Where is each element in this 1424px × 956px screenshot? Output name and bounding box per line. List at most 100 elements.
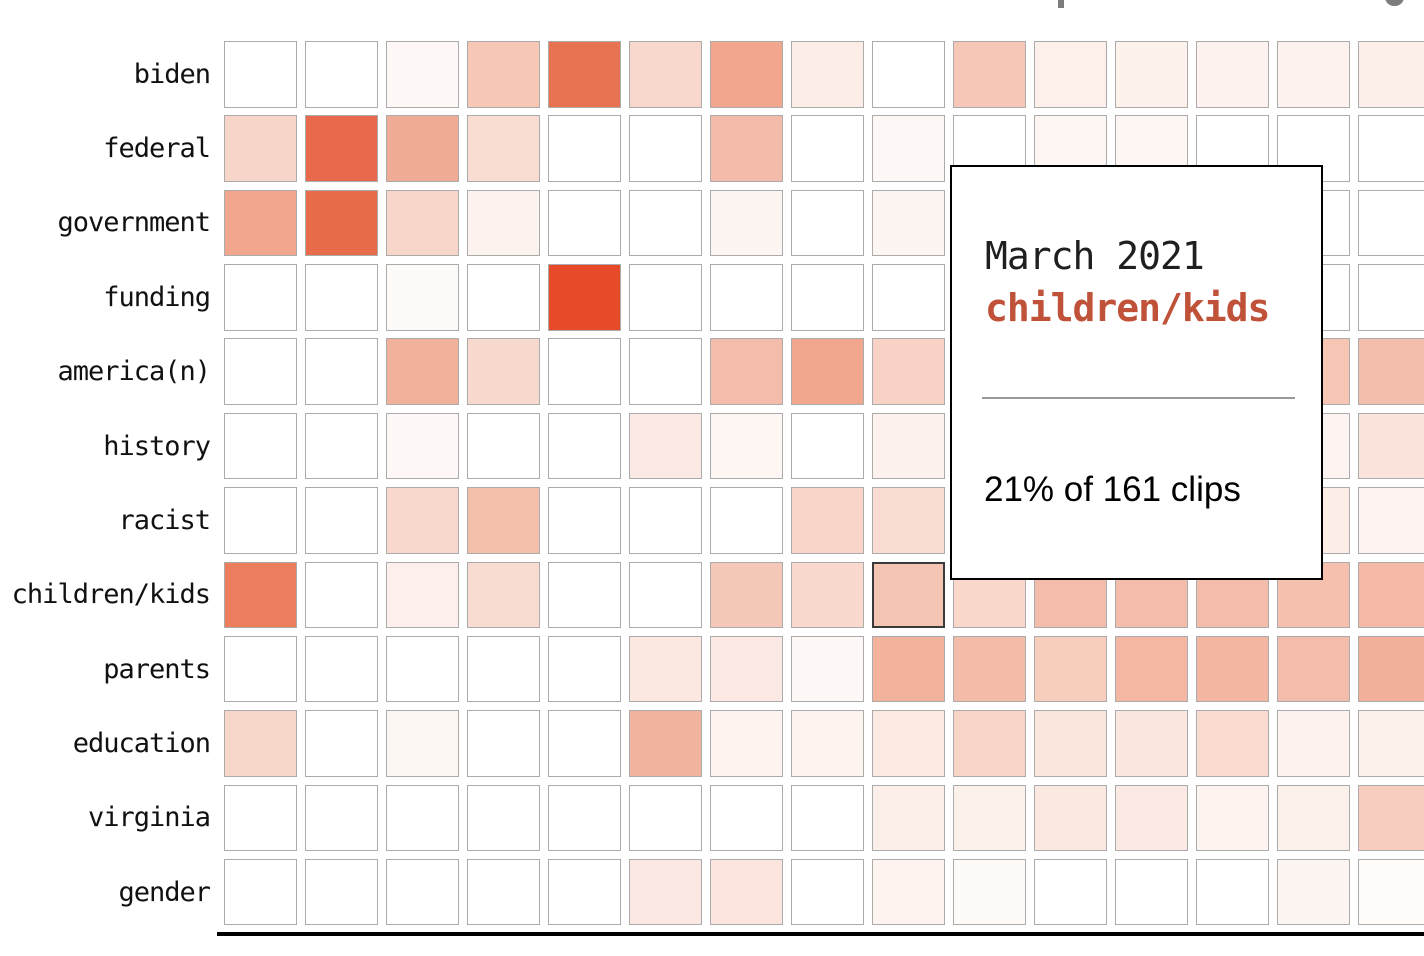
heatmap-cell[interactable]: [872, 710, 945, 777]
heatmap-cell[interactable]: [1358, 561, 1424, 629]
heatmap-cell[interactable]: [467, 561, 540, 629]
heatmap-cell[interactable]: [548, 561, 621, 629]
heatmap-cell[interactable]: [305, 115, 378, 182]
heatmap-cell[interactable]: [791, 41, 864, 108]
heatmap-cell[interactable]: [305, 41, 378, 108]
heatmap-cell[interactable]: [386, 338, 459, 405]
heatmap-cell[interactable]: [1034, 858, 1107, 926]
heatmap-cell[interactable]: [791, 635, 864, 703]
heatmap-cell[interactable]: [386, 189, 459, 257]
heatmap-cell[interactable]: [1115, 710, 1188, 777]
heatmap-cell[interactable]: [1196, 635, 1269, 703]
heatmap-cell[interactable]: [1358, 338, 1424, 405]
heatmap-cell[interactable]: [386, 710, 459, 777]
heatmap-cell[interactable]: [224, 784, 297, 852]
heatmap-cell[interactable]: [305, 635, 378, 703]
heatmap-cell[interactable]: [548, 412, 621, 480]
heatmap-cell[interactable]: [629, 115, 702, 182]
heatmap-cell[interactable]: [1358, 858, 1424, 926]
heatmap-cell[interactable]: [1358, 784, 1424, 852]
heatmap-cell[interactable]: [710, 784, 783, 852]
heatmap-cell[interactable]: [386, 264, 459, 331]
heatmap-cell[interactable]: [791, 710, 864, 777]
heatmap-cell[interactable]: [467, 115, 540, 182]
heatmap-cell[interactable]: [629, 858, 702, 926]
heatmap-cell[interactable]: [629, 338, 702, 405]
heatmap-cell[interactable]: [1196, 710, 1269, 777]
heatmap-cell[interactable]: [710, 189, 783, 257]
heatmap-cell[interactable]: [305, 784, 378, 852]
heatmap-cell[interactable]: [629, 487, 702, 554]
heatmap-cell[interactable]: [548, 338, 621, 405]
heatmap-cell[interactable]: [710, 412, 783, 480]
heatmap-cell[interactable]: [872, 412, 945, 480]
heatmap-cell[interactable]: [791, 561, 864, 629]
heatmap-cell[interactable]: [1115, 858, 1188, 926]
heatmap-cell[interactable]: [386, 784, 459, 852]
heatmap-cell[interactable]: [386, 115, 459, 182]
heatmap-cell[interactable]: [386, 487, 459, 554]
heatmap-cell[interactable]: [467, 41, 540, 108]
heatmap-cell[interactable]: [224, 189, 297, 257]
heatmap-cell[interactable]: [1196, 784, 1269, 852]
heatmap-cell[interactable]: [629, 412, 702, 480]
heatmap-cell[interactable]: [1358, 710, 1424, 777]
heatmap-cell[interactable]: [386, 858, 459, 926]
heatmap-cell[interactable]: [386, 412, 459, 480]
heatmap-cell[interactable]: [1358, 412, 1424, 480]
heatmap-cell[interactable]: [1115, 784, 1188, 852]
heatmap-cell[interactable]: [467, 858, 540, 926]
heatmap-cell[interactable]: [953, 858, 1026, 926]
heatmap-cell[interactable]: [791, 858, 864, 926]
heatmap-cell[interactable]: [872, 858, 945, 926]
heatmap-cell[interactable]: [548, 115, 621, 182]
heatmap-cell[interactable]: [1277, 41, 1350, 108]
heatmap-cell[interactable]: [710, 41, 783, 108]
heatmap-cell[interactable]: [710, 487, 783, 554]
heatmap-cell[interactable]: [548, 784, 621, 852]
heatmap-cell[interactable]: [872, 635, 945, 703]
heatmap-cell[interactable]: [629, 635, 702, 703]
heatmap-cell[interactable]: [224, 115, 297, 182]
heatmap-cell[interactable]: [224, 338, 297, 405]
heatmap-cell[interactable]: [710, 710, 783, 777]
heatmap-cell[interactable]: [710, 561, 783, 629]
heatmap-cell[interactable]: [629, 784, 702, 852]
heatmap-cell[interactable]: [548, 858, 621, 926]
heatmap-cell[interactable]: [710, 858, 783, 926]
heatmap-cell[interactable]: [224, 635, 297, 703]
heatmap-cell[interactable]: [467, 487, 540, 554]
heatmap-cell[interactable]: [548, 487, 621, 554]
heatmap-cell[interactable]: [629, 41, 702, 108]
heatmap-cell[interactable]: [386, 41, 459, 108]
heatmap-cell[interactable]: [467, 264, 540, 331]
heatmap-cell[interactable]: [1034, 710, 1107, 777]
heatmap-cell[interactable]: [305, 710, 378, 777]
heatmap-cell[interactable]: [1277, 784, 1350, 852]
heatmap-cell[interactable]: [791, 338, 864, 405]
heatmap-cell[interactable]: [1034, 784, 1107, 852]
heatmap-cell[interactable]: [467, 784, 540, 852]
heatmap-cell[interactable]: [305, 487, 378, 554]
heatmap-cell[interactable]: [1115, 41, 1188, 108]
heatmap-cell[interactable]: [548, 264, 621, 331]
heatmap-cell[interactable]: [548, 635, 621, 703]
heatmap-cell[interactable]: [791, 115, 864, 182]
heatmap-cell[interactable]: [872, 115, 945, 182]
heatmap-cell[interactable]: [386, 635, 459, 703]
heatmap-cell[interactable]: [1358, 635, 1424, 703]
heatmap-cell[interactable]: [548, 41, 621, 108]
heatmap-cell[interactable]: [305, 412, 378, 480]
heatmap-cell[interactable]: [710, 338, 783, 405]
heatmap-cell[interactable]: [791, 412, 864, 480]
heatmap-cell[interactable]: [953, 635, 1026, 703]
heatmap-cell[interactable]: [1358, 41, 1424, 108]
heatmap-cell[interactable]: [305, 338, 378, 405]
heatmap-cell[interactable]: [1034, 41, 1107, 108]
heatmap-cell[interactable]: [1277, 858, 1350, 926]
heatmap-cell[interactable]: [1277, 635, 1350, 703]
heatmap-cell[interactable]: [305, 264, 378, 331]
heatmap-cell[interactable]: [872, 264, 945, 331]
heatmap-cell[interactable]: [710, 635, 783, 703]
heatmap-cell[interactable]: [224, 41, 297, 108]
